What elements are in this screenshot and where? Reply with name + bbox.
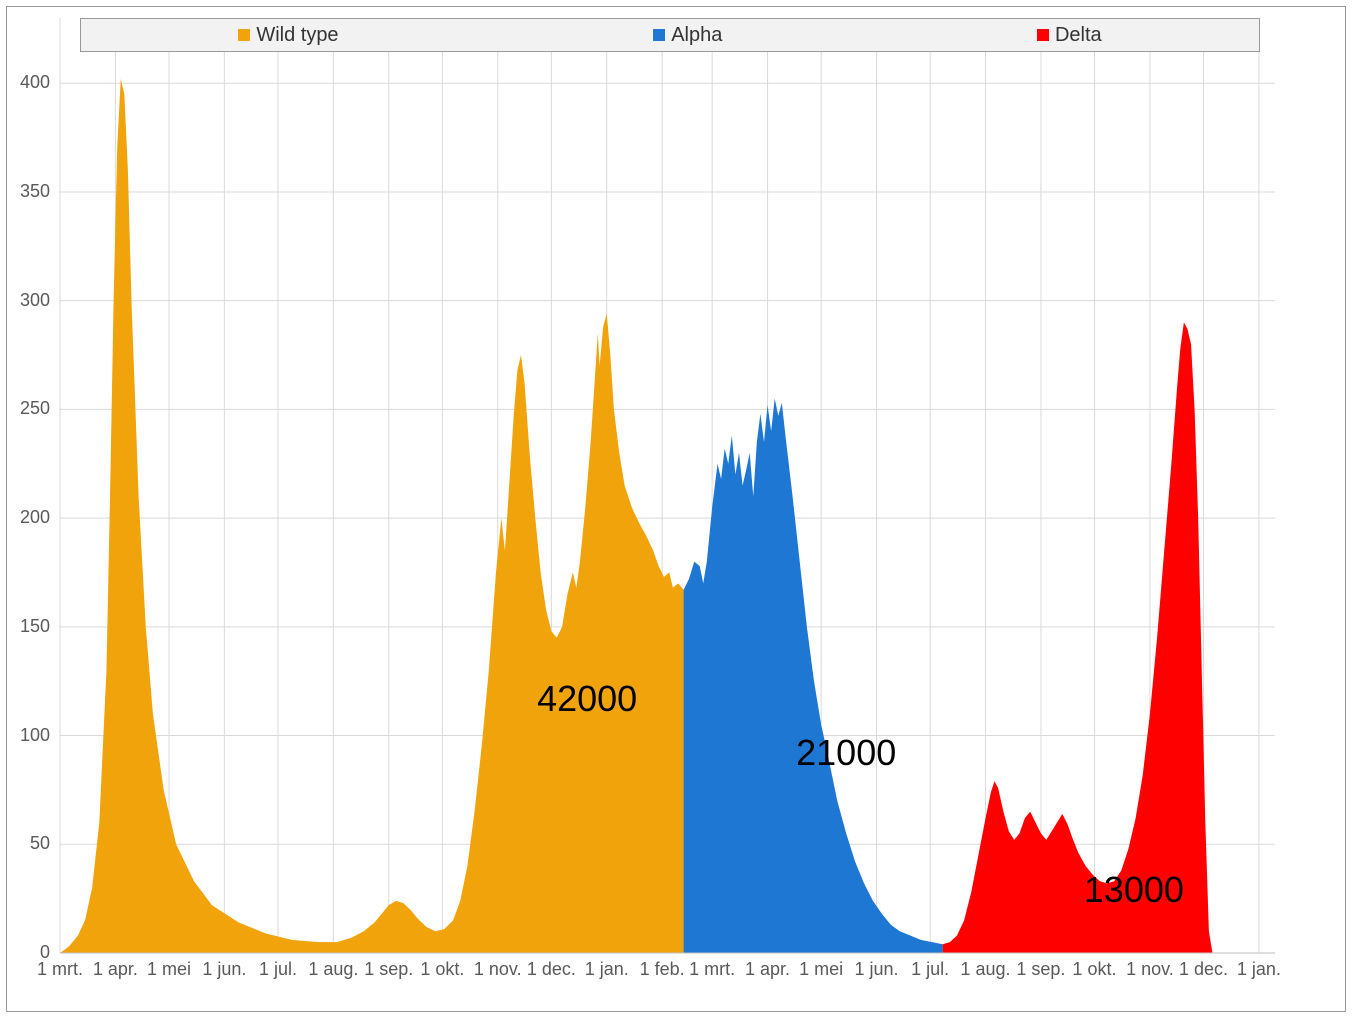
y-tick-label: 250 <box>0 398 50 419</box>
x-tick-label: 1 jan. <box>577 959 637 980</box>
series-area-delta <box>943 322 1213 953</box>
legend: Wild type Alpha Delta <box>80 18 1260 52</box>
y-tick-label: 350 <box>0 181 50 202</box>
x-tick-label: 1 jan. <box>1229 959 1289 980</box>
x-tick-label: 1 nov. <box>1120 959 1180 980</box>
y-tick-label: 50 <box>0 833 50 854</box>
y-tick-label: 150 <box>0 616 50 637</box>
x-tick-label: 1 dec. <box>521 959 581 980</box>
annotation-label: 21000 <box>796 732 896 774</box>
annotation-label: 42000 <box>537 678 637 720</box>
x-tick-label: 1 aug. <box>303 959 363 980</box>
legend-label: Wild type <box>256 24 338 47</box>
x-tick-label: 1 apr. <box>738 959 798 980</box>
y-tick-label: 400 <box>0 72 50 93</box>
x-tick-label: 1 dec. <box>1174 959 1234 980</box>
x-tick-label: 1 sep. <box>359 959 419 980</box>
plot-area <box>0 0 1352 1018</box>
series-area-alpha <box>684 399 943 953</box>
annotation-label: 13000 <box>1084 869 1184 911</box>
legend-item-delta: Delta <box>1037 24 1102 47</box>
x-tick-label: 1 jun. <box>847 959 907 980</box>
x-tick-label: 1 mei <box>139 959 199 980</box>
legend-item-wild-type: Wild type <box>238 24 338 47</box>
legend-item-alpha: Alpha <box>653 24 722 47</box>
series-area-wild-type <box>60 79 684 953</box>
x-tick-label: 1 okt. <box>412 959 472 980</box>
legend-swatch <box>238 29 250 41</box>
y-tick-label: 300 <box>0 290 50 311</box>
x-tick-label: 1 apr. <box>85 959 145 980</box>
x-tick-label: 1 mrt. <box>30 959 90 980</box>
x-tick-label: 1 jul. <box>248 959 308 980</box>
legend-swatch <box>653 29 665 41</box>
x-tick-label: 1 aug. <box>956 959 1016 980</box>
legend-swatch <box>1037 29 1049 41</box>
x-tick-label: 1 jul. <box>900 959 960 980</box>
x-tick-label: 1 nov. <box>468 959 528 980</box>
x-tick-label: 1 mrt. <box>682 959 742 980</box>
x-tick-label: 1 mei <box>791 959 851 980</box>
y-tick-label: 100 <box>0 725 50 746</box>
legend-label: Alpha <box>671 24 722 47</box>
x-tick-label: 1 sep. <box>1011 959 1071 980</box>
x-tick-label: 1 okt. <box>1065 959 1125 980</box>
y-tick-label: 200 <box>0 507 50 528</box>
x-tick-label: 1 jun. <box>194 959 254 980</box>
legend-label: Delta <box>1055 24 1102 47</box>
